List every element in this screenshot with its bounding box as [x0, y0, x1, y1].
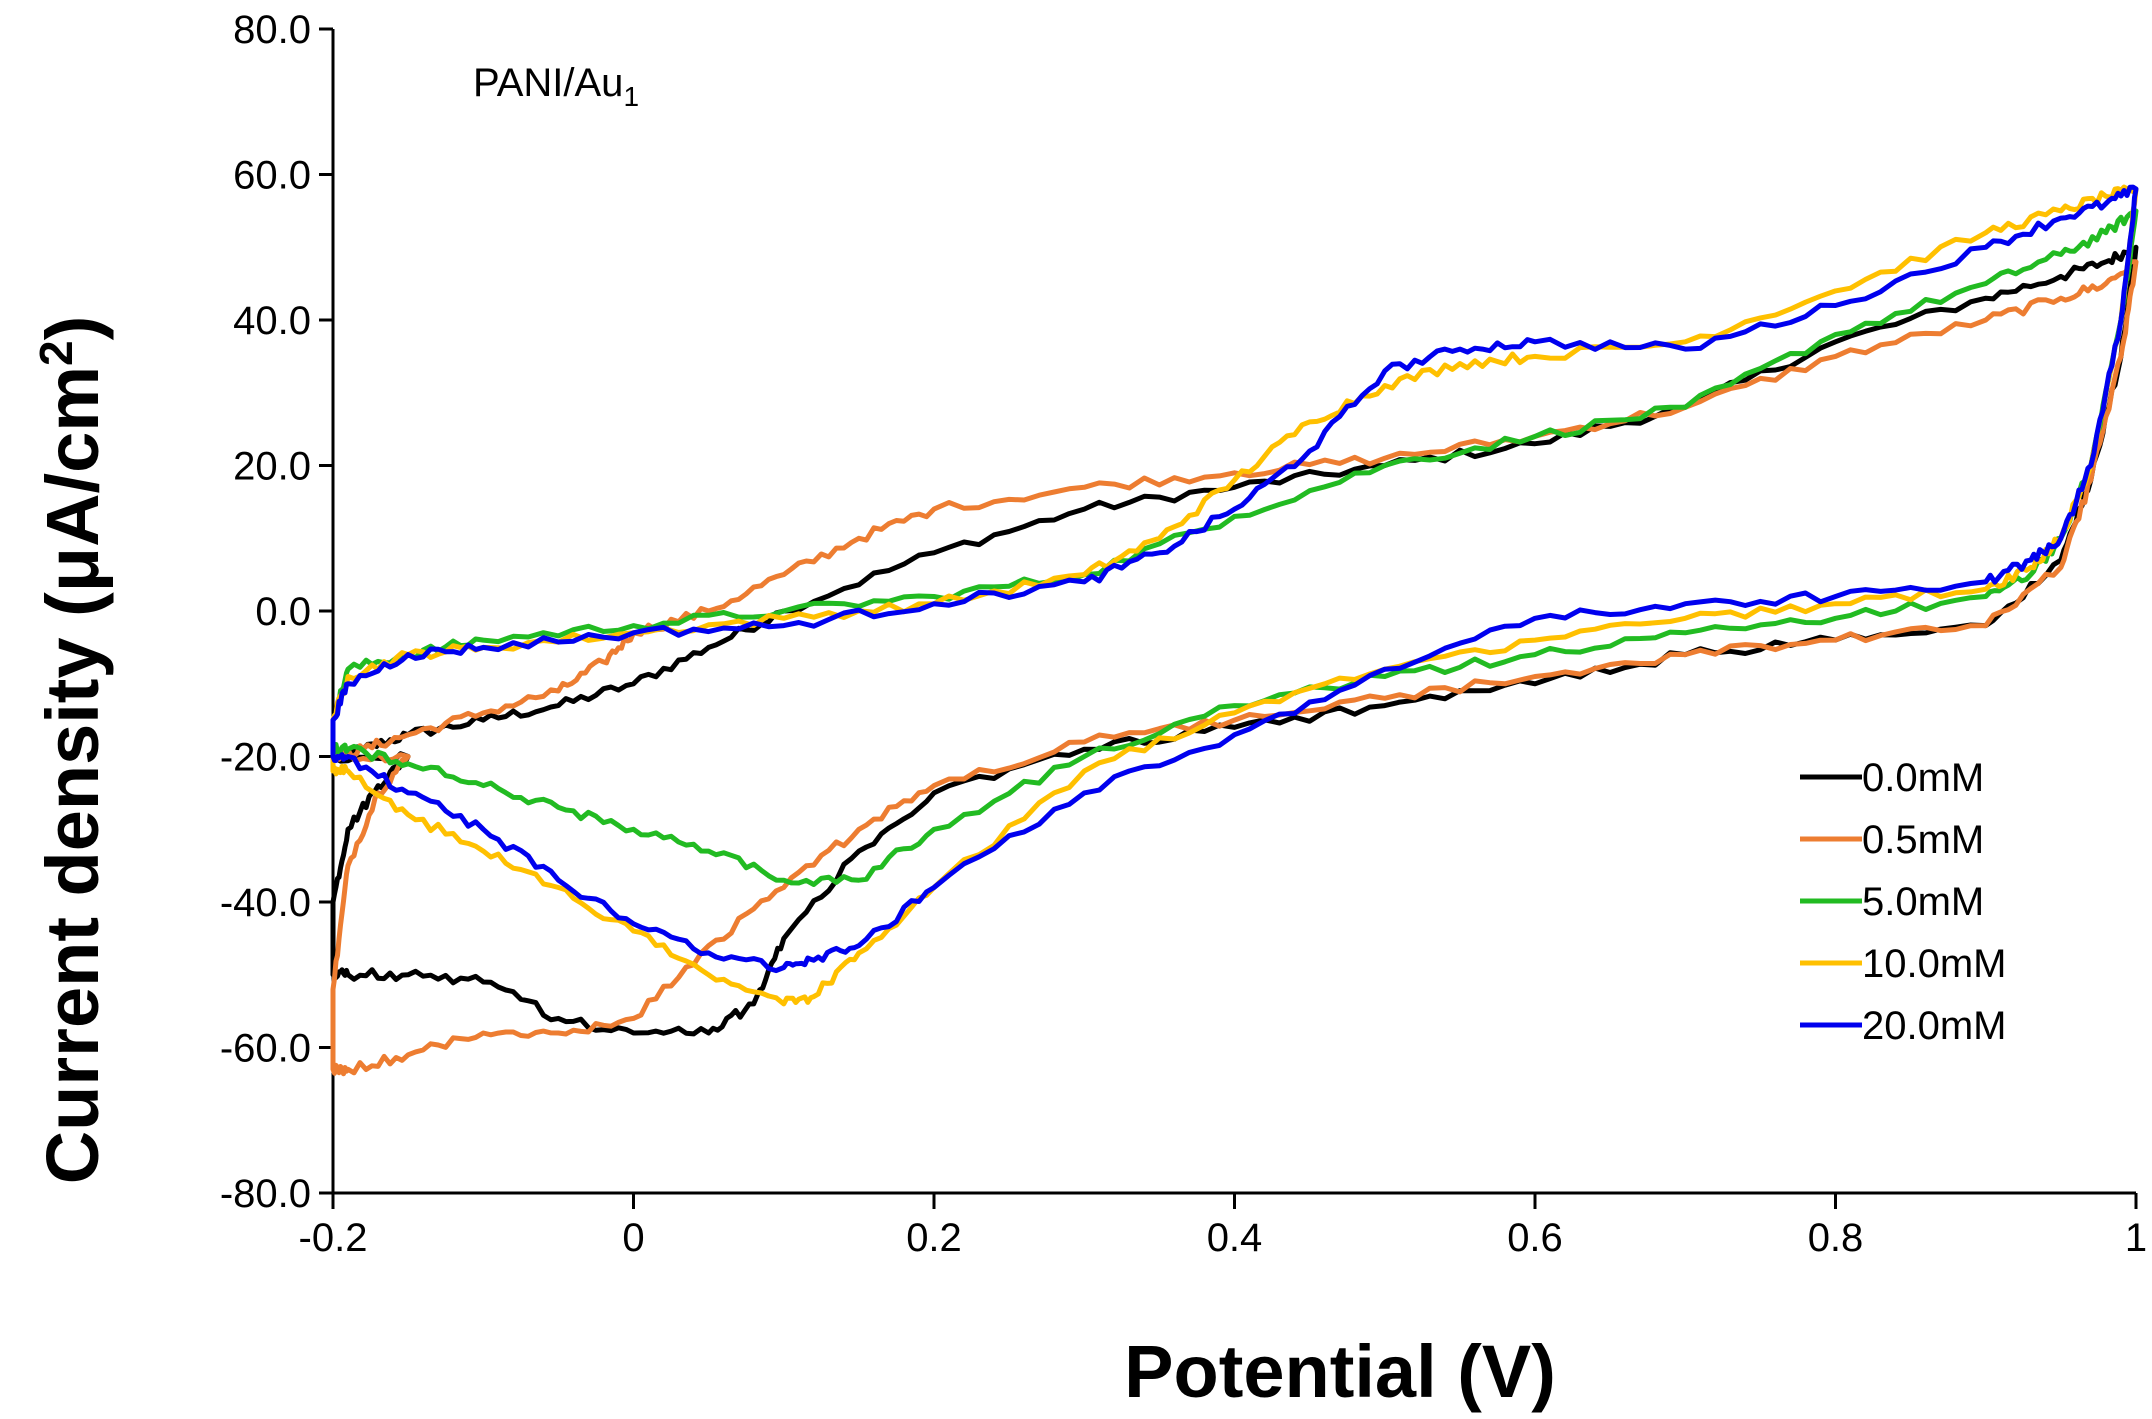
x-tick-label: 0.4 [1207, 1216, 1263, 1260]
y-axis-ticks: 80.0 60.0 40.0 20.0 0.0 -20.0 -40.0 -60.0 -80.0 [220, 8, 333, 1216]
x-tick-label: -0.2 [299, 1216, 368, 1260]
series-lines [330, 184, 2139, 1077]
y-axis-title-close: ) [31, 316, 114, 341]
y-tick-label: -80.0 [220, 1172, 311, 1216]
y-tick-label: 0.0 [255, 590, 311, 634]
x-tick-label: 0 [622, 1216, 644, 1260]
y-axis-title: Current density (μA/cm2) [30, 316, 114, 1185]
x-axis-ticks: -0.2 0 0.2 0.4 0.6 0.8 1 [299, 1193, 2147, 1260]
y-axis-title-superscript: 2 [30, 340, 82, 366]
x-axis-title: Potential (V) [1124, 1330, 1556, 1413]
y-tick-label: 40.0 [233, 299, 311, 343]
legend-label: 5.0mM [1862, 880, 1984, 924]
x-tick-label: 0.8 [1808, 1216, 1864, 1260]
series-line-0-5mm [330, 259, 2139, 1077]
y-tick-label: 80.0 [233, 8, 311, 52]
annotation-subscript: 1 [623, 81, 639, 112]
legend-label: 20.0mM [1862, 1004, 2007, 1048]
legend-label: 10.0mM [1862, 942, 2007, 986]
x-tick-label: 0.2 [906, 1216, 962, 1260]
y-tick-label: 20.0 [233, 445, 311, 489]
y-tick-label: -60.0 [220, 1027, 311, 1071]
y-axis-title-main: Current density (μA/cm [31, 366, 114, 1184]
y-tick-label: -20.0 [220, 736, 311, 780]
x-tick-label: 0.6 [1507, 1216, 1563, 1260]
series-line-20-0mm [330, 184, 2139, 974]
legend-label: 0.5mM [1862, 818, 1984, 862]
y-tick-label: 60.0 [233, 154, 311, 198]
chart-annotation: PANI/Au1 [473, 61, 639, 112]
y-tick-label: -40.0 [220, 881, 311, 925]
annotation-text: PANI/Au [473, 61, 623, 105]
x-tick-label: 1 [2125, 1216, 2147, 1260]
legend: 0.0mM 0.5mM 5.0mM 10.0mM 20.0mM [1800, 756, 2007, 1048]
legend-label: 0.0mM [1862, 756, 1984, 800]
